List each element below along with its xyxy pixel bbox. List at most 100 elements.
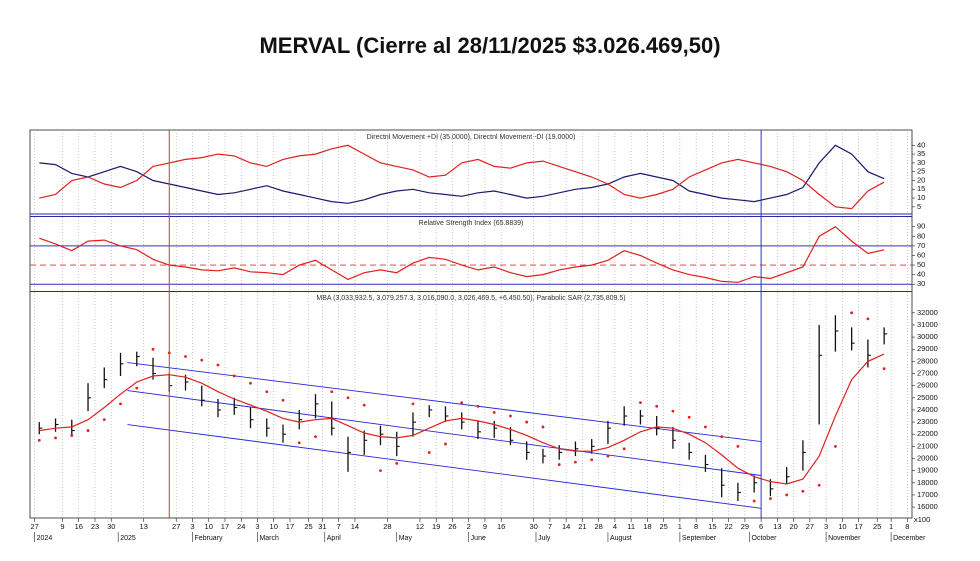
panel-title: MBA (3,033,932.5, 3,079,257.3, 3,016,090…	[316, 295, 625, 302]
plot-frame	[29, 129, 913, 519]
period-label: 2025	[120, 535, 136, 542]
sar-dot	[379, 469, 382, 473]
x-tick-label: 25	[873, 522, 881, 531]
sar-dot	[476, 404, 480, 408]
x-tick-label: 14	[562, 522, 570, 531]
y-tick-label: 70	[917, 241, 925, 250]
sar-dot	[249, 381, 252, 385]
sar-dot	[200, 358, 204, 362]
sar-dot	[492, 410, 496, 414]
x-tick-label: 7	[548, 522, 552, 531]
sar-dot	[704, 425, 707, 429]
x-tick-label: 4	[613, 522, 617, 531]
sar-dot	[86, 429, 90, 432]
x-tick-label: 21	[578, 522, 586, 531]
x-tick-label: 11	[627, 522, 635, 531]
x-tick-label: 19	[432, 522, 440, 531]
x-tick-label: 1	[889, 522, 893, 531]
sar-dot	[541, 425, 545, 429]
series-line	[39, 225, 885, 283]
y-tick-label: 35	[917, 149, 925, 158]
y-tick-label: 26000	[917, 381, 938, 390]
sar-dot	[151, 347, 155, 351]
x-tick-label: 28	[383, 522, 391, 531]
y-tick-label: 19000	[917, 466, 938, 475]
x-tick-label: 10	[838, 522, 846, 531]
period-label: December	[893, 535, 926, 542]
y-tick-label: 28000	[917, 356, 938, 365]
period-label: May	[399, 535, 413, 542]
sar-dot	[265, 390, 269, 394]
x-tick-label: 25	[304, 522, 312, 531]
x-tick-label: 7	[337, 522, 341, 531]
x-tick-label: 3	[824, 522, 828, 531]
y-tick-label: 21000	[917, 441, 938, 450]
x-tick-label: 9	[60, 522, 64, 531]
y-tick-label: 30	[917, 158, 925, 167]
x-tick-label: 10	[270, 522, 278, 531]
trend-line	[127, 362, 762, 442]
series-line	[39, 144, 885, 204]
x-tick-label: 13	[140, 522, 148, 531]
panel-title: Directnl Movement +DI (35.0000), Directn…	[367, 134, 576, 141]
sar-dot	[460, 401, 464, 405]
sar-dot	[184, 355, 187, 358]
sar-dot	[801, 489, 805, 493]
sar-dot	[671, 409, 675, 413]
y-tick-label: 40	[917, 270, 925, 279]
x-tick-label: 17	[221, 522, 229, 531]
y-tick-label: 30	[917, 279, 925, 288]
sar-dot	[362, 403, 366, 407]
x-tick-label: 25	[659, 522, 667, 531]
x-tick-label: 27	[806, 522, 814, 531]
x-tick-label: 27	[172, 522, 180, 531]
sar-dot	[395, 461, 399, 465]
y-tick-label: 31000	[917, 320, 938, 329]
x-tick-label: 10	[205, 522, 213, 531]
series-line	[39, 353, 885, 485]
y-tick-label: 20000	[917, 453, 938, 462]
sar-dot	[297, 441, 301, 445]
period-label: October	[752, 535, 778, 542]
x-tick-label: 13	[773, 522, 781, 531]
series-line	[39, 144, 885, 210]
sar-dot	[769, 497, 772, 500]
x-tick-label: 31	[318, 522, 326, 531]
sar-dot	[346, 396, 350, 400]
sar-dot	[622, 447, 626, 451]
x-tick-label: 17	[854, 522, 862, 531]
sar-dot	[119, 402, 122, 406]
sar-dot	[70, 434, 74, 437]
sar-dot	[314, 435, 317, 439]
x-tick-label: 27	[30, 522, 38, 531]
sar-dot	[216, 363, 220, 367]
y-tick-label: 60	[917, 250, 925, 259]
x-tick-label: 6	[759, 522, 763, 531]
sar-dot	[135, 386, 139, 390]
x-tick-label: 14	[351, 522, 359, 531]
y-tick-label: 16000	[917, 502, 938, 511]
sar-dot	[687, 415, 691, 419]
chart-title: MERVAL (Cierre al 28/11/2025 $3.026.469,…	[259, 33, 720, 58]
sar-dot	[720, 435, 724, 439]
y-tick-label: 40	[917, 140, 925, 149]
period-label: 2024	[37, 535, 53, 542]
y-tick-label: 5	[917, 202, 921, 211]
x-tick-label: 20	[789, 522, 797, 531]
sar-dot	[444, 442, 447, 446]
sar-dot	[817, 483, 821, 487]
sar-dot	[655, 404, 659, 408]
period-label: July	[538, 535, 551, 542]
sar-dot	[590, 458, 594, 462]
x-tick-label: 3	[255, 522, 259, 531]
y-tick-label: 80	[917, 231, 925, 240]
sar-dot	[785, 493, 789, 497]
sar-dot	[606, 454, 610, 458]
x-tick-label: 30	[107, 522, 115, 531]
x-tick-label: 3	[190, 522, 194, 531]
y-tick-label: 50	[917, 260, 925, 269]
sar-dot	[752, 499, 756, 503]
x-tick-label: 30	[529, 522, 537, 531]
x-tick-label: 16	[75, 522, 83, 531]
